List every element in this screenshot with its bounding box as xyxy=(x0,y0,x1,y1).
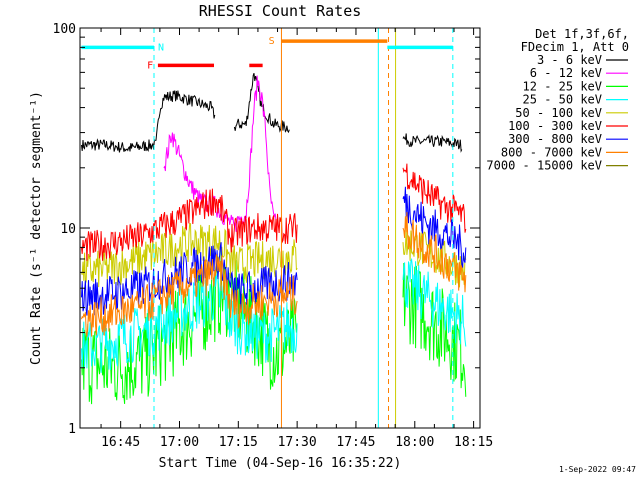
x-tick-label: 16:45 xyxy=(101,435,140,450)
series-line-800-7000-kev xyxy=(81,254,298,337)
y-tick-label: 10 xyxy=(60,222,76,237)
x-tick-label: 17:45 xyxy=(336,435,375,450)
series-line-50-100-kev xyxy=(81,223,298,288)
legend-entry-6-12-kev: 6 - 12 keV xyxy=(530,66,602,80)
x-axis-label: Start Time (04-Sep-16 16:35:22) xyxy=(159,456,402,471)
series-line-3-6-kev xyxy=(233,73,290,134)
series-line-12-25-kev xyxy=(81,250,298,405)
series-line-3-6-kev xyxy=(402,133,463,153)
series-line-100-300-kev xyxy=(402,163,467,233)
legend-header: Det 1f,3f,6f, xyxy=(535,27,629,41)
legend-header: FDecim 1, Att 0 xyxy=(521,40,629,54)
series-line-800-7000-kev xyxy=(402,212,467,293)
series-line-25-50-kev xyxy=(81,270,298,373)
legend-entry-12-25-kev: 12 - 25 keV xyxy=(523,79,602,93)
x-tick-label: 17:00 xyxy=(160,435,199,450)
series-line-300-800-kev xyxy=(81,242,298,316)
flag-label-s: S xyxy=(269,36,275,47)
series-line-25-50-kev xyxy=(402,257,467,347)
legend-entry-300-800-kev: 300 - 800 keV xyxy=(508,132,602,146)
y-tick-label: 1 xyxy=(68,422,76,437)
series-line-100-300-kev xyxy=(81,188,298,261)
x-tick-label: 18:15 xyxy=(454,435,493,450)
x-tick-label: 17:30 xyxy=(278,435,317,450)
y-tick-label: 100 xyxy=(53,22,76,37)
legend-entry-7000-15000-kev: 7000 - 15000 keV xyxy=(486,159,602,173)
flag-label-n: N xyxy=(158,42,164,53)
series-line-3-6-kev xyxy=(81,90,216,153)
flag-label-f: F xyxy=(147,60,153,71)
legend-entry-100-300-kev: 100 - 300 keV xyxy=(508,119,602,133)
x-tick-label: 18:00 xyxy=(395,435,434,450)
timestamp: 1-Sep-2022 09:47 xyxy=(559,465,636,474)
legend-entry-800-7000-kev: 800 - 7000 keV xyxy=(501,145,602,159)
series-line-300-800-kev xyxy=(402,186,467,268)
legend-entry-25-50-kev: 25 - 50 keV xyxy=(523,93,602,107)
y-axis-label: Count Rate (s⁻¹ detector segment⁻¹) xyxy=(29,91,44,365)
legend-entry-50-100-kev: 50 - 100 keV xyxy=(515,106,602,120)
series-line-12-25-kev xyxy=(402,262,467,397)
chart-title: RHESSI Count Rates xyxy=(199,2,362,20)
x-tick-label: 17:15 xyxy=(219,435,258,450)
legend-entry-3-6-kev: 3 - 6 keV xyxy=(537,53,602,67)
